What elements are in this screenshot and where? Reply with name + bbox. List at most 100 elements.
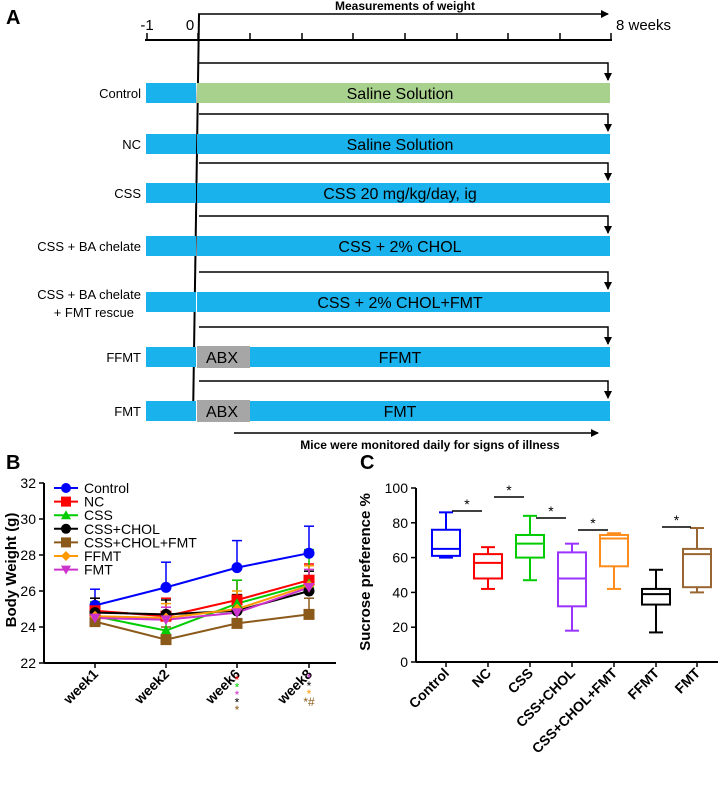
data-point: [61, 537, 71, 548]
data-point: [231, 598, 243, 608]
b-star-week8: *: [307, 679, 312, 693]
b-y-tick-label: 30: [20, 511, 36, 527]
row-arrow: [199, 380, 612, 399]
c-box: [682, 547, 712, 589]
c-sig-star: *: [548, 503, 554, 519]
treatment-label: CSS 20 mg/kg/day, ig: [323, 186, 477, 203]
data-point: [160, 581, 172, 593]
panel-b: B Body Weight (g) 22 24 26 28 30 32 week1 week2…: [3, 452, 336, 717]
timeline-ticks: [146, 33, 612, 40]
row-arrow: [199, 215, 612, 234]
c-y-tick-label: 40: [392, 584, 408, 600]
c-x-tick-label: NC: [468, 665, 494, 691]
b-legend-label: CSS: [84, 507, 113, 523]
c-sig-star: *: [674, 512, 680, 528]
b-star-week6: *: [235, 696, 240, 710]
data-point: [61, 483, 71, 493]
data-point: [160, 625, 172, 635]
pre-period-bar: [146, 292, 196, 312]
abx-bar: [197, 346, 250, 368]
treatment-bar: [197, 347, 610, 367]
treatment-label: Saline Solution: [347, 137, 454, 154]
group-row: CSS + 2% CHOL CSS + BA chelate: [37, 215, 612, 256]
pre-period-bar: [146, 83, 196, 103]
c-x-tick-label: FMT: [671, 664, 703, 696]
c-sig-star: *: [464, 496, 470, 512]
tick-end: 8 weeks: [616, 17, 671, 34]
b-series-line: [94, 584, 310, 620]
group-name: CSS + BA chelate: [37, 287, 141, 302]
data-point: [61, 565, 71, 575]
treatment-bar: [197, 236, 610, 256]
group-name: FFMT: [106, 350, 141, 365]
b-star-week8: *#: [303, 695, 315, 709]
b-y-tick-label: 24: [20, 619, 36, 635]
data-point: [303, 583, 315, 593]
treatment-label: Saline Solution: [347, 86, 454, 103]
group-row: CSS + 2% CHOL+FMT CSS + BA chelate + FMT r…: [37, 271, 612, 320]
data-point: [61, 551, 71, 561]
b-legend-label: Control: [84, 480, 129, 496]
data-point: [303, 608, 315, 620]
data-point: [160, 634, 172, 646]
row-arrow: [199, 113, 612, 132]
group-name: FMT: [114, 404, 141, 419]
data-point: [61, 496, 71, 507]
data-point: [231, 562, 243, 574]
c-box: [515, 533, 545, 559]
b-y-tick-label: 26: [20, 583, 36, 599]
treatment-bar: [197, 292, 610, 312]
treatment-label: FMT: [384, 404, 417, 421]
b-legend-label: FMT: [84, 562, 113, 578]
b-y-tick-label: 32: [20, 475, 36, 491]
b-star-week6: *: [235, 681, 240, 695]
data-point: [160, 615, 172, 626]
group-row: ABX FFMT FFMT: [106, 326, 612, 368]
group-rows: Saline Solution Control Saline Solution NC C…: [37, 62, 612, 422]
data-point: [61, 510, 71, 520]
pre-period-bar: [146, 347, 196, 367]
row-arrow: [199, 326, 612, 345]
row-arrow: [199, 271, 612, 290]
c-box: [473, 553, 503, 580]
panel-b-label: B: [6, 452, 20, 474]
panel-a: A Measurements of weight -1 0 8 weeks Sa…: [6, 0, 671, 452]
row-arrow: [199, 162, 612, 181]
group-name: CSS + BA chelate: [37, 239, 141, 254]
treatment-label: CSS + 2% CHOL: [338, 239, 461, 256]
group-name: CSS: [114, 186, 141, 201]
panel-c-label: C: [360, 452, 374, 474]
b-series-line: [94, 590, 310, 616]
treatment-bar: [197, 401, 610, 421]
c-y-tick-label: 80: [392, 515, 408, 531]
abx-label: ABX: [206, 350, 238, 367]
group-name-line2: + FMT rescue: [54, 305, 134, 320]
panel-c: C Sucrose preference % 0 20 40 60 80 100 Contr…: [357, 452, 718, 756]
b-y-tick-label: 28: [20, 547, 36, 563]
b-star-week8: *: [307, 687, 312, 701]
c-box: [431, 528, 461, 557]
c-sig-star: *: [590, 515, 596, 531]
group-row: Saline Solution Control: [99, 62, 612, 103]
b-legend-label: FFMT: [84, 548, 122, 564]
b-star-week6: *: [235, 688, 240, 702]
footer-note: Mice were monitored daily for signs of i…: [300, 438, 560, 452]
group-row: ABX FMT FMT: [114, 380, 612, 422]
timeline-title: Measurements of weight: [335, 0, 475, 13]
b-star-week6: *: [235, 673, 240, 687]
pre-period-bar: [146, 401, 196, 421]
b-star-week6: *: [235, 703, 240, 717]
b-y-tick-label: 22: [20, 655, 36, 671]
b-legend-label: CSS+CHOL: [84, 521, 160, 537]
group-name: Control: [99, 86, 141, 101]
b-legend-label: CSS+CHOL+FMT: [84, 534, 197, 550]
data-point: [61, 523, 71, 534]
pre-period-bar: [146, 134, 196, 154]
group-name: NC: [122, 137, 141, 152]
data-point: [303, 547, 315, 559]
c-box: [599, 533, 629, 568]
b-x-tick-label: week2: [130, 666, 172, 708]
